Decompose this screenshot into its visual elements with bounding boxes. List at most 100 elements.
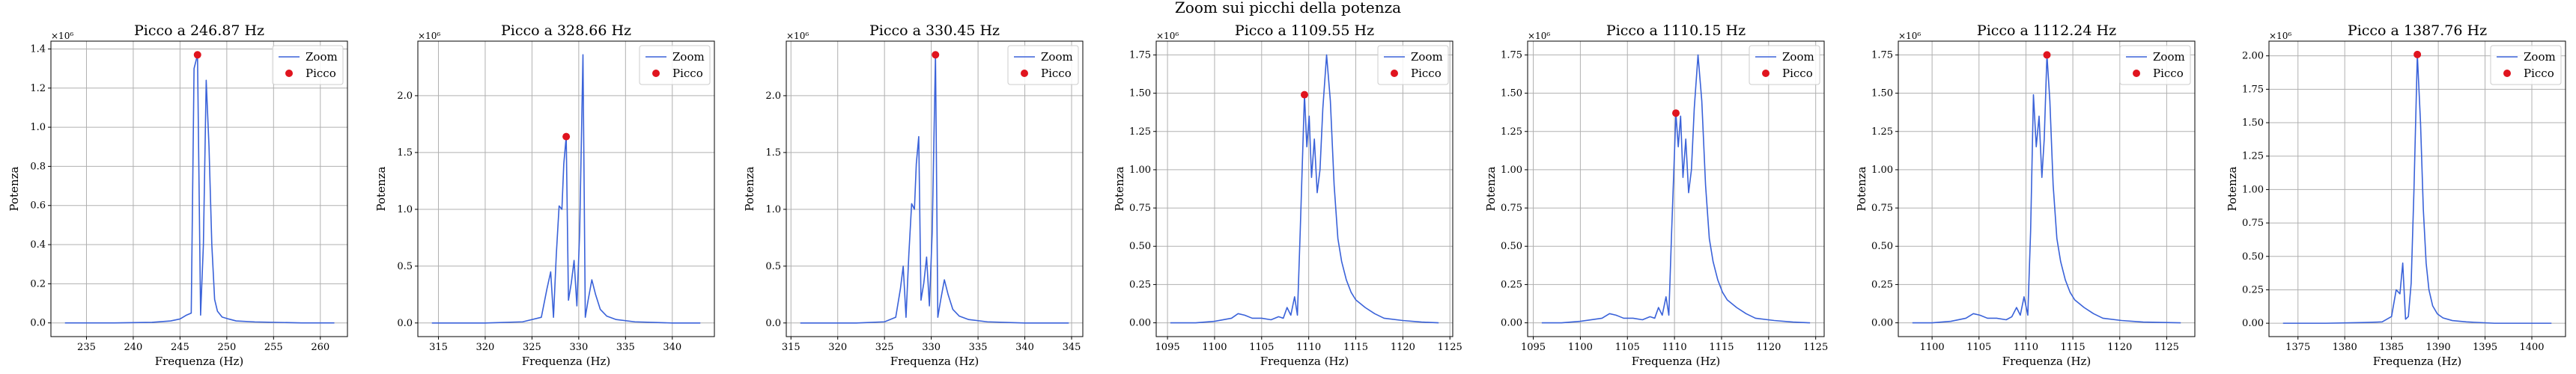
x-tick-label: 320 [828,342,847,353]
y-axis-label: Potenza [1113,166,1126,211]
x-tick-label: 315 [782,342,801,353]
y-axis-label: Potenza [7,166,21,211]
axes-frame [1898,40,2196,337]
axes-frame [2268,40,2566,337]
x-tick-label: 235 [77,342,96,353]
axes-frame [1527,40,1825,337]
zoom-series-line [2282,54,2552,324]
legend: Zoom Picco [2119,45,2191,85]
y-tick-label: 1.75 [2242,84,2264,95]
y-tick-label: 1.00 [2242,184,2264,195]
x-tick-label: 335 [969,342,988,353]
y-tick-label: 0.0 [765,318,781,329]
y-tick-label: 0.00 [1129,318,1151,329]
chart-panel-1: 235 240 245 250 255 260 0.0 0.2 0.4 0.6 0.8 1.0 1.2 1… [7,22,348,368]
zoom-series-line [1541,54,1811,324]
y-tick-label: 1.4 [30,43,46,55]
x-tick-label: 240 [124,342,143,353]
y-tick-label: 1.50 [1129,88,1151,99]
y-tick-label: 0.5 [765,261,781,272]
x-tick-label: 340 [1015,342,1034,353]
chart-panel-5: 1095 1100 1105 1110 1115 1120 1125 0.00 0.25 0.50… [1484,22,1828,368]
x-tick-label: 1105 [1615,342,1640,353]
x-tick-label: 1095 [1155,342,1180,353]
legend-label-zoom: Zoom [306,50,338,64]
y-offset-label: ×10⁶ [418,31,440,41]
y-axis-label: Potenza [1855,166,1868,211]
legend-label-zoom: Zoom [2524,50,2556,64]
y-offset-label: ×10⁶ [51,31,73,41]
y-offset-label: ×10⁶ [1528,31,1550,41]
x-tick-label: 1120 [1391,342,1415,353]
panel-title: Picco a 1112.24 Hz [1977,22,2116,39]
legend-label-picco: Picco [2153,67,2184,80]
y-tick-label: 1.0 [397,204,413,215]
x-axis-label: Frequenza (Hz) [890,355,979,368]
legend-label-picco: Picco [2524,67,2554,80]
y-tick-label: 0.5 [397,261,413,272]
legend: Zoom Picco [2490,45,2562,85]
y-tick-label: 0.00 [1501,318,1522,329]
y-tick-label: 0.8 [30,161,46,172]
x-tick-label: 325 [875,342,894,353]
y-tick-label: 0.00 [1871,318,1893,329]
x-tick-label: 1105 [1966,342,1991,353]
legend-marker-swatch [1391,70,1398,77]
y-tick-label: 0.0 [397,318,413,329]
x-tick-label: 1120 [1756,342,1781,353]
y-tick-label: 0.75 [1871,203,1893,214]
y-tick-label: 0.75 [1129,203,1151,214]
x-tick-label: 1100 [1568,342,1593,353]
y-tick-label: 1.25 [1129,126,1151,138]
y-tick-label: 0.50 [1501,241,1522,252]
x-tick-label: 245 [171,342,189,353]
x-tick-label: 1400 [2519,342,2544,353]
x-tick-label: 315 [429,342,448,353]
x-tick-label: 1110 [1296,342,1321,353]
y-tick-label: 0.50 [1129,241,1151,252]
x-tick-label: 1110 [1662,342,1687,353]
zoom-series-line [64,54,335,324]
peak-marker [562,132,571,141]
legend: Zoom Picco [272,45,344,85]
chart-panel-4: 1095 1100 1105 1110 1115 1120 1125 0.00 0.25 0.50… [1113,22,1462,368]
legend-label-picco: Picco [672,67,703,80]
x-tick-label: 1115 [1343,342,1368,353]
y-tick-label: 0.25 [1129,279,1151,290]
legend-marker-swatch [1021,70,1028,77]
x-tick-label: 1110 [2014,342,2038,353]
legend-label-zoom: Zoom [1041,50,1073,64]
x-tick-label: 330 [922,342,941,353]
legend-label-zoom: Zoom [2153,50,2185,64]
y-tick-label: 2.00 [2242,51,2264,62]
legend-label-zoom: Zoom [1411,50,1443,64]
y-tick-label: 1.50 [1871,88,1893,99]
x-tick-label: 250 [217,342,236,353]
x-tick-label: 1100 [1920,342,1945,353]
x-tick-label: 340 [663,342,681,353]
y-tick-label: 0.50 [1871,241,1893,252]
y-axis-label: Potenza [743,166,756,211]
x-tick-label: 1395 [2473,342,2497,353]
x-tick-label: 345 [1063,342,1081,353]
x-axis-label: Frequenza (Hz) [1260,355,1349,368]
y-tick-label: 0.00 [2242,318,2264,329]
x-axis-label: Frequenza (Hz) [1632,355,1721,368]
legend-label-picco: Picco [306,67,336,80]
panel-title: Picco a 1109.55 Hz [1235,22,1374,39]
zoom-series-line [800,54,1069,324]
x-tick-label: 1115 [2061,342,2086,353]
peak-marker [193,51,201,59]
y-tick-label: 0.0 [30,318,46,329]
y-tick-label: 1.00 [1129,165,1151,176]
x-tick-label: 330 [569,342,588,353]
chart-panel-7: 1375 1380 1385 1390 1395 1400 0.00 0.25 0.50 0.75… [2226,22,2566,368]
panel-title: Picco a 1110.15 Hz [1606,22,1746,39]
peak-marker [932,51,940,59]
y-tick-label: 1.75 [1129,49,1151,61]
axes-frame [50,40,348,337]
y-tick-label: 0.75 [1501,203,1522,214]
axes-frame [417,40,715,337]
y-tick-label: 0.25 [1501,279,1522,290]
